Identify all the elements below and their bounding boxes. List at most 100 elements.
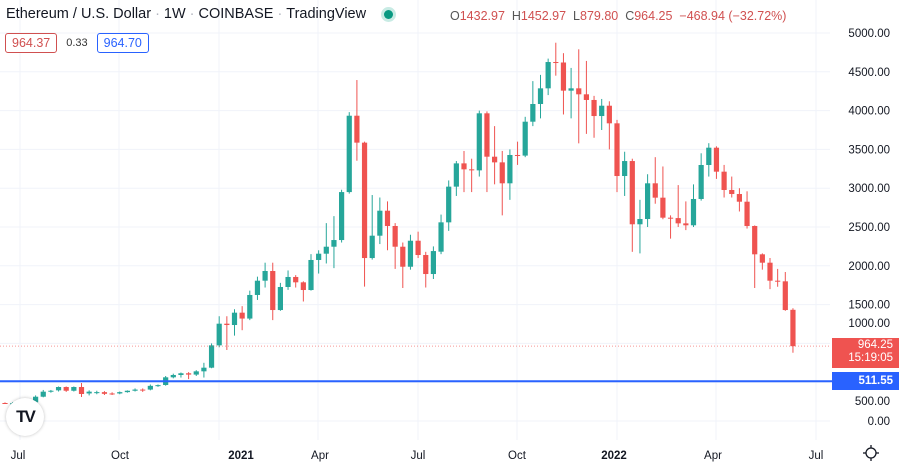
high-value: 1452.97 (520, 9, 567, 23)
interval[interactable]: 1W (163, 6, 186, 22)
candle-body (446, 186, 452, 223)
candle-body (423, 255, 429, 275)
grid (0, 0, 830, 440)
time-axis[interactable]: Jul Oct 2021 Apr Jul Oct 2022 Apr Jul (11, 450, 824, 462)
candle (2, 402, 8, 404)
candle-body (591, 99, 597, 117)
candle-body (545, 62, 551, 89)
candle-body (323, 246, 329, 254)
candle-body (117, 392, 123, 394)
candle (729, 176, 735, 198)
candle-body (216, 323, 222, 346)
candle (193, 370, 199, 376)
candle-body (193, 371, 199, 375)
candle-body (469, 169, 475, 171)
candle-body (698, 164, 704, 199)
candle (224, 316, 230, 350)
candle-body (277, 286, 283, 311)
x-tick-label: Oct (508, 450, 527, 462)
last-price-value: 964.25 (857, 339, 893, 351)
candle (155, 384, 161, 387)
candle (652, 157, 658, 204)
level-price-tag[interactable]: 511.55 (832, 372, 899, 390)
candle (407, 234, 414, 270)
candle (285, 270, 291, 290)
candle-body (63, 387, 69, 391)
candle-body (759, 254, 765, 263)
candle (48, 389, 54, 393)
candle (423, 251, 429, 288)
candle-body (507, 154, 513, 184)
separator: · (155, 6, 160, 22)
low-value: 879.80 (580, 9, 619, 23)
symbol-name[interactable]: Ethereum / U.S. Dollar (6, 6, 152, 22)
candle-body (270, 270, 276, 311)
candle-body (262, 270, 268, 281)
candle (752, 225, 758, 288)
candle-body (86, 391, 92, 394)
candle (438, 214, 444, 255)
candle-body (499, 162, 505, 184)
candle-body (339, 192, 345, 241)
buy-price-button[interactable]: 964.70 (96, 33, 149, 53)
candle (476, 110, 482, 177)
candle (667, 215, 674, 239)
candle (216, 316, 222, 348)
candle-body (285, 276, 291, 287)
candle-body (346, 115, 352, 193)
settings-gear-icon[interactable] (862, 444, 880, 462)
candle-body (476, 113, 482, 171)
candle (63, 386, 69, 392)
candle (392, 223, 398, 269)
candle (377, 197, 383, 245)
bid-ask-row: 964.37 0.33 964.70 (5, 33, 149, 53)
candle-body (254, 280, 261, 295)
candle-body (369, 235, 375, 259)
candle (568, 67, 574, 119)
y-tick-label: 1000.00 (848, 318, 890, 330)
candle (545, 58, 551, 96)
candle (430, 246, 436, 279)
x-tick-label: Jul (411, 450, 426, 462)
candles (2, 42, 796, 405)
candle (208, 343, 215, 369)
candle-body (377, 210, 383, 236)
tradingview-logo[interactable]: TV (6, 398, 44, 436)
candle-body (706, 147, 712, 165)
candle-body (208, 345, 215, 368)
candle-body (415, 240, 421, 256)
candle-body (224, 323, 230, 326)
candle (453, 161, 459, 196)
candle (790, 308, 796, 353)
candle-body (33, 396, 39, 403)
candle-body (622, 161, 628, 177)
source: TradingView (286, 6, 367, 22)
spread-value: 0.33 (66, 37, 88, 49)
candle-body (407, 240, 414, 267)
candle-body (55, 387, 62, 391)
candle-body (186, 373, 192, 375)
candle (622, 151, 628, 196)
candle (782, 272, 788, 311)
candle (721, 164, 727, 198)
y-tick-label: 1500.00 (848, 300, 890, 312)
x-tick-label: Jul (809, 450, 824, 462)
candle-body (239, 312, 245, 319)
candle-body (78, 387, 85, 394)
candle (576, 49, 582, 144)
candle-body (300, 282, 306, 291)
candle (698, 153, 704, 201)
candle (94, 390, 100, 395)
logo-text: TV (16, 407, 36, 426)
candle (660, 166, 666, 220)
candle (675, 185, 681, 227)
sell-price-button[interactable]: 964.37 (5, 33, 58, 53)
candle (706, 143, 712, 177)
candle-body (2, 402, 8, 404)
candle-body (170, 374, 176, 378)
price-axis[interactable]: 0.00 500.00 1000.00 1500.00 2000.00 2500.00 30… (848, 28, 890, 428)
candle (86, 390, 92, 396)
candle-body (438, 222, 444, 252)
market-status-icon[interactable] (384, 9, 394, 19)
